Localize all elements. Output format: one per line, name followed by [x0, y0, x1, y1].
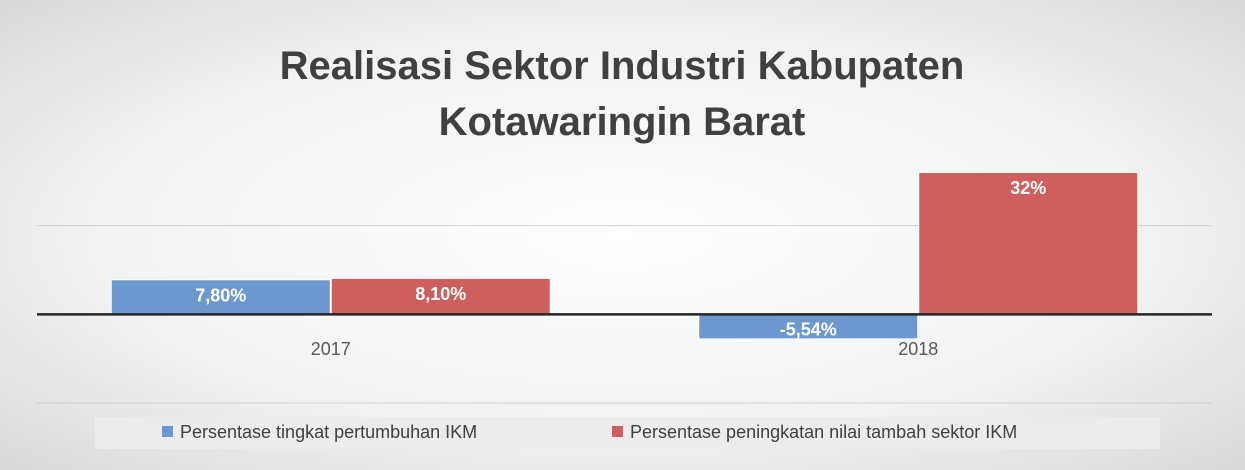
- data-label: 8,10%: [415, 284, 466, 304]
- data-label: 7,80%: [195, 286, 246, 306]
- legend-label: Persentase tingkat pertumbuhan IKM: [180, 422, 477, 442]
- bar: [698, 313, 919, 340]
- x-tick-label: 2018: [898, 339, 938, 359]
- data-label: -5,54%: [780, 320, 837, 340]
- bar: [110, 279, 331, 315]
- legend-box: [95, 417, 1160, 449]
- chart-title: Realisasi Sektor Industri Kabupaten Kota…: [279, 44, 965, 144]
- data-label: 32%: [1010, 178, 1046, 198]
- legend-swatch: [612, 426, 623, 437]
- legend-swatch: [162, 426, 173, 437]
- x-tick-label: 2017: [311, 339, 351, 359]
- bar: [330, 277, 551, 315]
- legend-label: Persentase peningkatan nilai tambah sekt…: [630, 422, 1017, 442]
- bar: [918, 171, 1139, 315]
